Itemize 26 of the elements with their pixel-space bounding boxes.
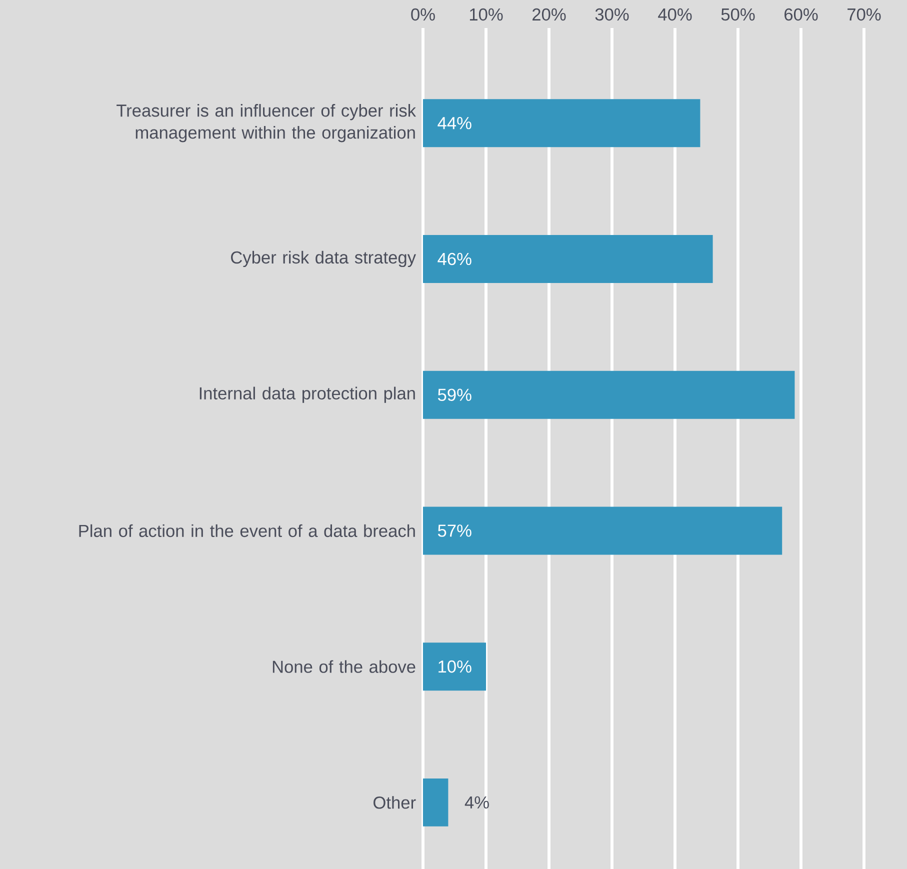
y-tick-label: Other: [374, 796, 416, 809]
bar: [423, 506, 782, 555]
bar: [423, 234, 713, 283]
data-label: 44%: [438, 117, 472, 130]
bar: [423, 778, 448, 826]
y-tick-label: None of the above: [272, 660, 416, 673]
bar: [423, 642, 486, 691]
x-tick-label: 10%: [470, 8, 503, 21]
x-tick-label: 70%: [848, 8, 881, 21]
x-tick-label: 30%: [595, 8, 629, 21]
x-tick-label: 0%: [411, 8, 435, 21]
data-label: 46%: [438, 252, 472, 266]
bar: [423, 99, 700, 148]
y-tick-label: Treasurer is an influencer of cyber risk management within the organization: [116, 104, 416, 142]
bar: [423, 370, 795, 419]
y-tick-label: Plan of action in the event of a data breach: [79, 524, 415, 538]
data-label: 59%: [438, 388, 472, 401]
y-tick-label: Internal data protection plan: [200, 386, 415, 403]
data-label: 4%: [464, 796, 489, 809]
x-tick-label: 20%: [532, 8, 566, 21]
data-label: 57%: [438, 524, 472, 537]
x-tick-label: 60%: [784, 8, 818, 21]
data-label: 10%: [438, 660, 472, 673]
y-tick-label: Cyber risk data strategy: [231, 250, 416, 268]
x-tick-label: 50%: [721, 8, 755, 21]
x-tick-label: 40%: [658, 8, 692, 21]
